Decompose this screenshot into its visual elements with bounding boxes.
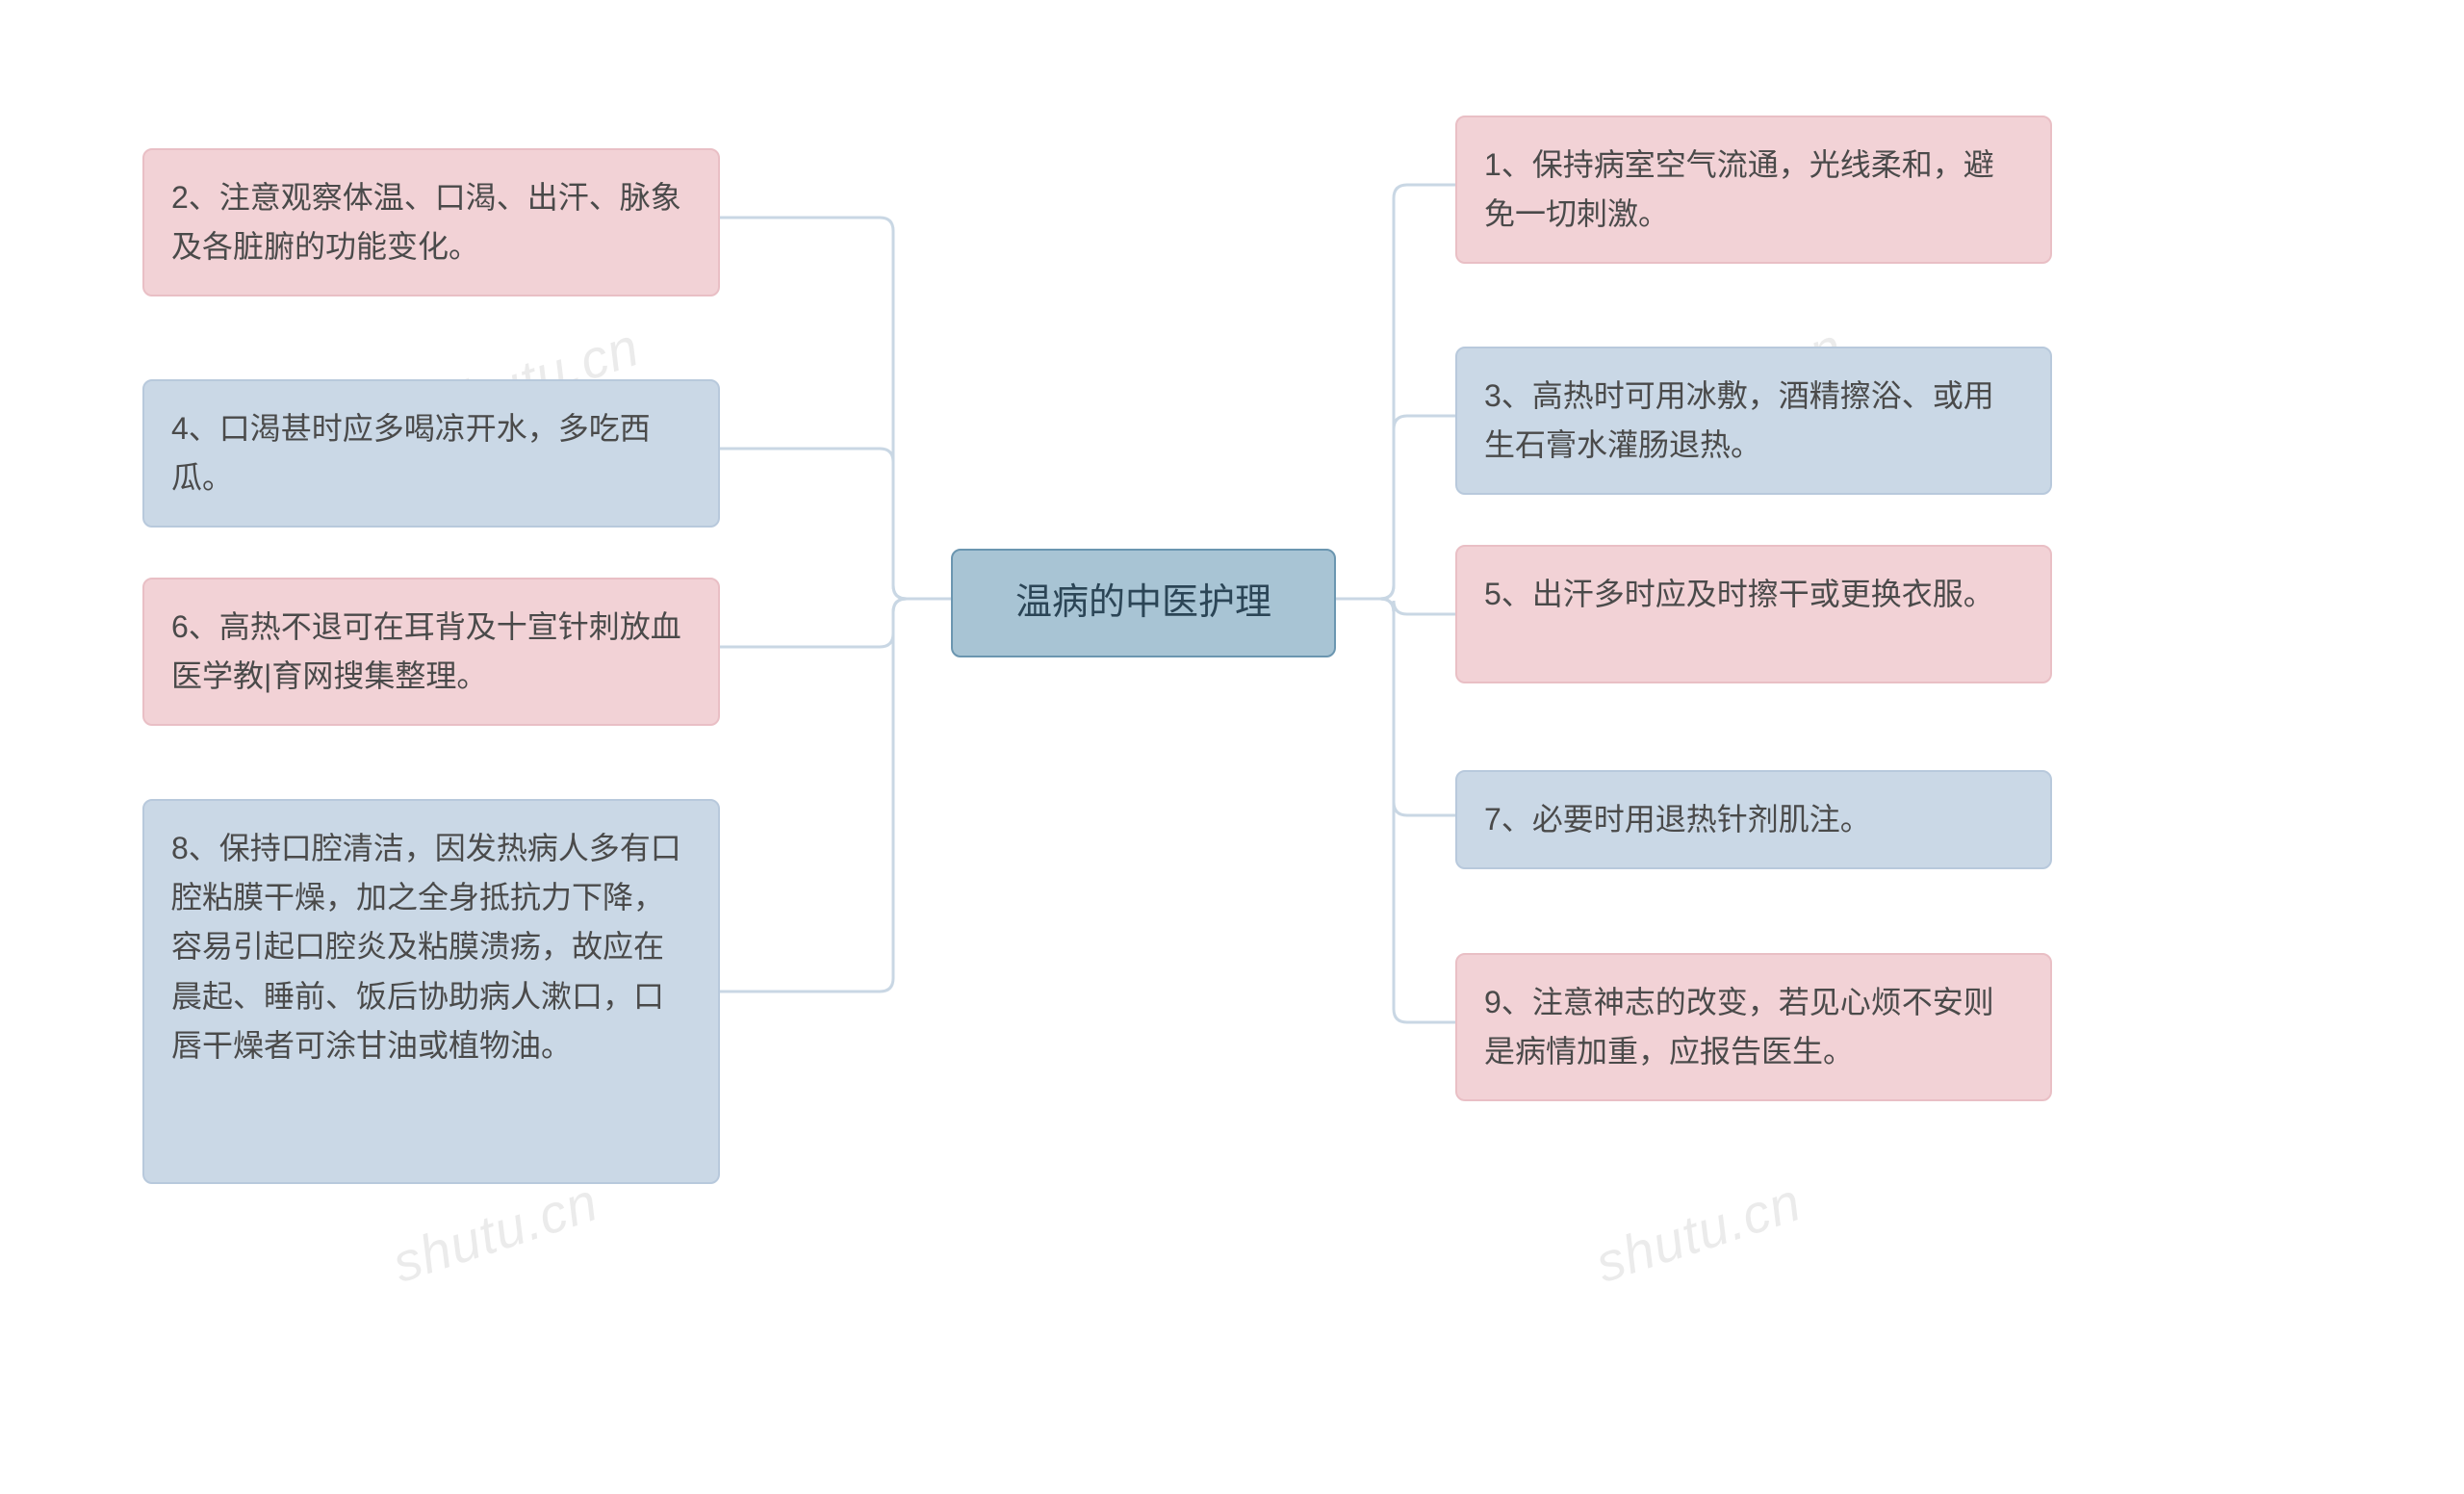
center-node: 温病的中医护理 [951,549,1336,657]
node-item-1: 1、保持病室空气流通，光线柔和，避免一切刺激。 [1455,116,2052,264]
node-item-8: 8、保持口腔清洁，因发热病人多有口腔粘膜干燥，加之全身抵抗力下降，容易引起口腔炎… [142,799,720,1184]
node-item-9: 9、注意神志的改变，若见心烦不安则是病情加重，应报告医生。 [1455,953,2052,1101]
node-item-6: 6、高热不退可在耳背及十宣针刺放血医学教|育网搜集整理。 [142,578,720,726]
node-item-7: 7、必要时用退热针剂肌注。 [1455,770,2052,869]
watermark: shutu.cn [385,1170,605,1295]
node-item-5: 5、出汗多时应及时擦干或更换衣服。 [1455,545,2052,683]
node-item-3: 3、高热时可用冰敷，酒精擦浴、或用生石膏水灌肠退热。 [1455,347,2052,495]
watermark: shutu.cn [1588,1170,1809,1295]
node-item-4: 4、口渴甚时应多喝凉开水，多吃西瓜。 [142,379,720,528]
mindmap-canvas: 树图 shutu.cn 树图 shutu.cn shutu.cn shutu.c… [0,0,2464,1494]
node-item-2: 2、注意观察体温、口渴、出汗、脉象及各脏腑的功能变化。 [142,148,720,296]
